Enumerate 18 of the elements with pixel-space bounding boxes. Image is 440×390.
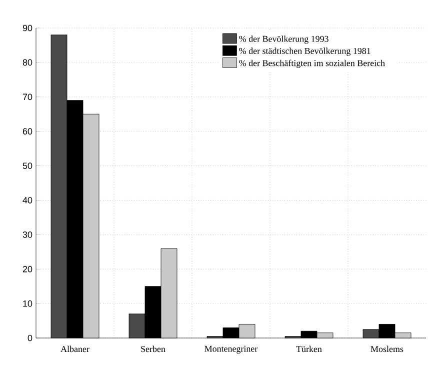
x-tick-label: Türken	[296, 346, 322, 352]
legend-label: % der Beschäftigten im sozialen Bereich	[239, 60, 385, 68]
legend-label: % der städtischen Bevölkerung 1981	[239, 48, 370, 56]
x-tick-label: Serben	[141, 346, 166, 352]
x-tick-label: Montenegriner	[204, 346, 258, 354]
y-tick-label: 90	[22, 24, 32, 32]
y-tick-label: 70	[22, 94, 32, 100]
y-tick-label: 50	[22, 162, 32, 169]
y-tick-label: 0	[28, 334, 32, 342]
y-tick-label: 60	[22, 128, 32, 135]
y-tick-label: 10	[23, 300, 32, 307]
x-tick-label: Albaner	[60, 346, 90, 352]
y-tick-label: 30	[22, 231, 32, 238]
y-tick-label: 40	[22, 197, 32, 204]
legend-label: % der Bevölkerung 1993	[239, 36, 328, 44]
y-tick-label: 20	[22, 266, 32, 272]
y-tick-label: 80	[22, 59, 32, 66]
x-tick-label: Moslems	[370, 346, 404, 352]
